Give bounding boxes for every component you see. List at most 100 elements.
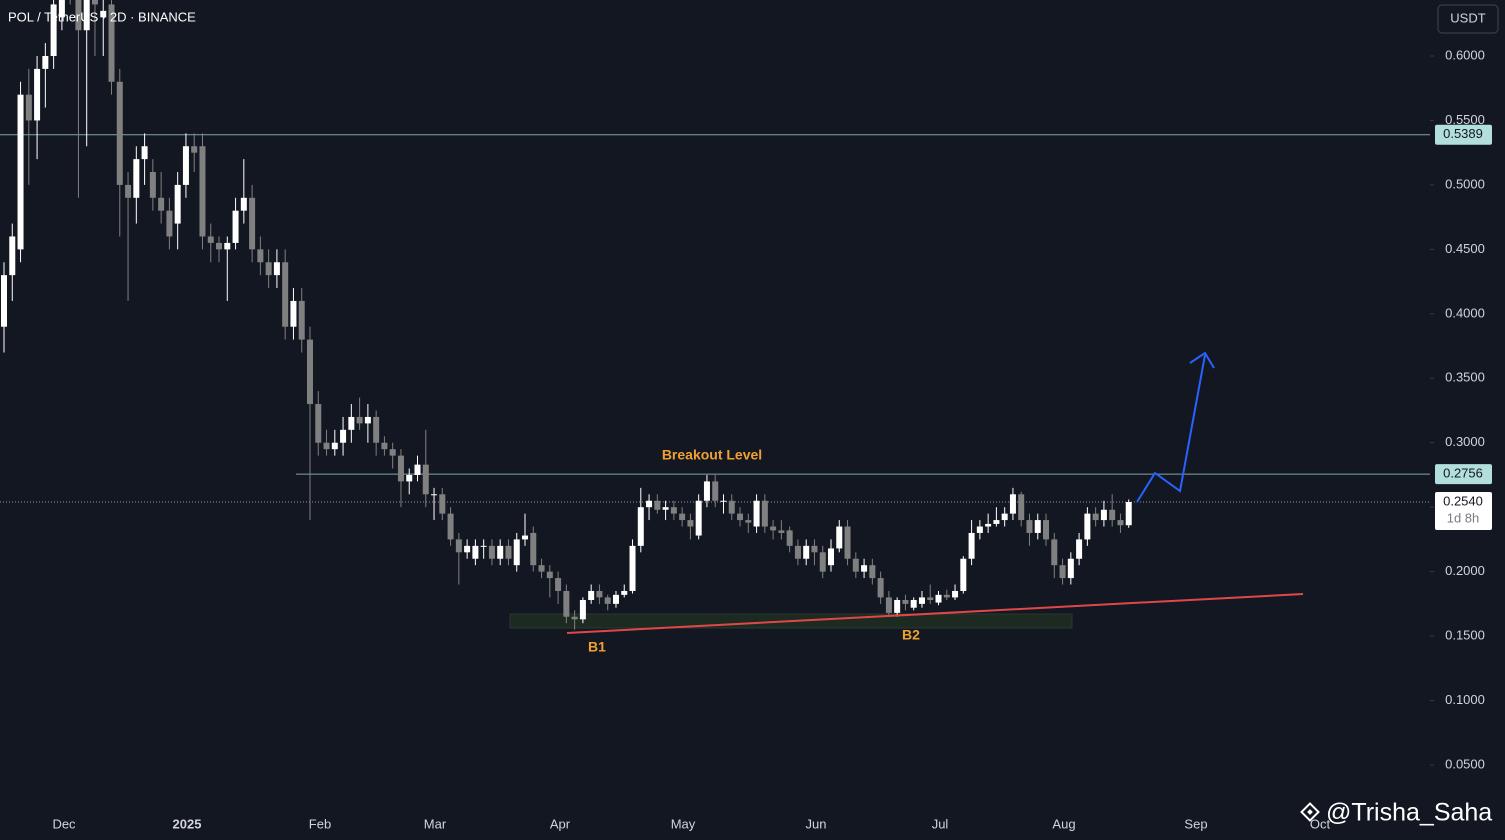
candle-body: [588, 590, 595, 600]
candle-body: [141, 146, 148, 160]
candle-body: [968, 532, 975, 559]
candle-body: [737, 513, 744, 521]
candle-body: [1018, 494, 1025, 521]
candle-body: [935, 594, 942, 603]
candle-body: [1001, 513, 1008, 521]
candle-body: [488, 545, 495, 559]
candle-body: [166, 210, 173, 237]
candle-body: [703, 481, 710, 501]
candle-body: [249, 197, 256, 250]
x-tick-label: Oct: [1310, 816, 1331, 831]
x-tick-label: May: [671, 816, 696, 831]
candle-body: [174, 184, 181, 224]
y-tick-label: 0.0500: [1445, 756, 1485, 771]
candle-body: [116, 81, 123, 185]
candle-body: [877, 578, 884, 598]
candle-body: [753, 500, 760, 527]
level-label: 0.2756: [1443, 466, 1483, 481]
candle-body: [720, 500, 727, 502]
candle-body: [207, 236, 214, 243]
candle-body: [191, 146, 198, 153]
candle-body: [695, 500, 702, 536]
candle-body: [158, 197, 165, 211]
b1-label: B1: [588, 639, 606, 655]
candle-body: [431, 494, 438, 496]
candle-body: [356, 416, 363, 424]
currency-button[interactable]: [1437, 4, 1499, 34]
b2-label: B2: [902, 627, 920, 643]
candle-body: [290, 300, 297, 327]
candle-body: [265, 262, 272, 276]
candle-body: [414, 464, 421, 475]
candle-body: [257, 249, 264, 263]
candle-body: [232, 210, 239, 243]
candle-body: [571, 616, 578, 620]
candle-body: [596, 590, 603, 598]
x-tick-label: Feb: [309, 816, 331, 831]
candle-body: [439, 494, 446, 514]
candle-body: [282, 262, 289, 327]
candle-body: [348, 416, 355, 430]
candle-body: [315, 404, 322, 443]
y-tick-label: 0.5000: [1445, 176, 1485, 191]
candle-body: [389, 449, 396, 456]
trendline: [566, 593, 1304, 634]
candle-body: [629, 545, 636, 591]
candle-body: [687, 520, 694, 527]
candle-body: [811, 545, 818, 553]
candle-body: [604, 597, 611, 604]
last-price-label: 0.2540: [1443, 493, 1483, 508]
candle-body: [397, 455, 404, 482]
candle-body: [985, 523, 992, 527]
candle-body: [464, 545, 471, 553]
candle-body: [662, 507, 669, 510]
candle-body: [497, 545, 504, 559]
currency-label[interactable]: USDT: [1450, 10, 1485, 25]
candle-body: [298, 300, 305, 340]
candle-body: [1051, 539, 1058, 566]
candle-body: [852, 558, 859, 572]
candle-body: [149, 172, 156, 198]
y-tick-label: 0.5500: [1445, 112, 1485, 127]
candle-body: [637, 507, 644, 546]
candle-body: [894, 599, 901, 613]
projection: [1136, 354, 1206, 503]
candle-body: [422, 464, 429, 495]
candle-body: [83, 0, 90, 31]
candle-body: [976, 526, 983, 533]
candle-body: [1084, 513, 1091, 540]
candle-body: [861, 565, 868, 572]
candle-body: [1125, 502, 1132, 526]
candle-body: [836, 526, 843, 549]
candle-body: [960, 558, 967, 591]
candle-body: [406, 474, 413, 482]
annotation-bg: [648, 445, 776, 466]
x-tick-label: Dec: [52, 816, 76, 831]
candle-body: [761, 500, 768, 527]
y-tick-label: 0.2000: [1445, 563, 1485, 578]
candle-body: [100, 10, 107, 18]
candle-body: [712, 481, 719, 501]
candle-body: [612, 594, 619, 604]
candle-body: [828, 548, 834, 566]
candle-body: [1109, 509, 1116, 521]
candle-body: [480, 545, 487, 547]
x-tick-label: Jul: [932, 816, 949, 831]
candle-body: [505, 545, 512, 559]
projection-arrowhead: [1189, 351, 1215, 369]
candle-body: [323, 442, 330, 450]
candle-body: [306, 339, 313, 405]
candle-body: [17, 94, 24, 250]
candle-body: [621, 590, 628, 595]
x-tick-label: Sep: [1184, 816, 1207, 831]
candle-body: [1043, 520, 1050, 540]
candle-body: [9, 236, 16, 276]
watermark-logo: [1300, 802, 1320, 822]
watermark: @Trisha_Saha: [1326, 799, 1492, 827]
candle-body: [42, 56, 49, 69]
candle-body: [125, 184, 132, 198]
candle-body: [745, 520, 752, 523]
candle-body: [927, 597, 934, 600]
candle-body: [1026, 520, 1033, 533]
